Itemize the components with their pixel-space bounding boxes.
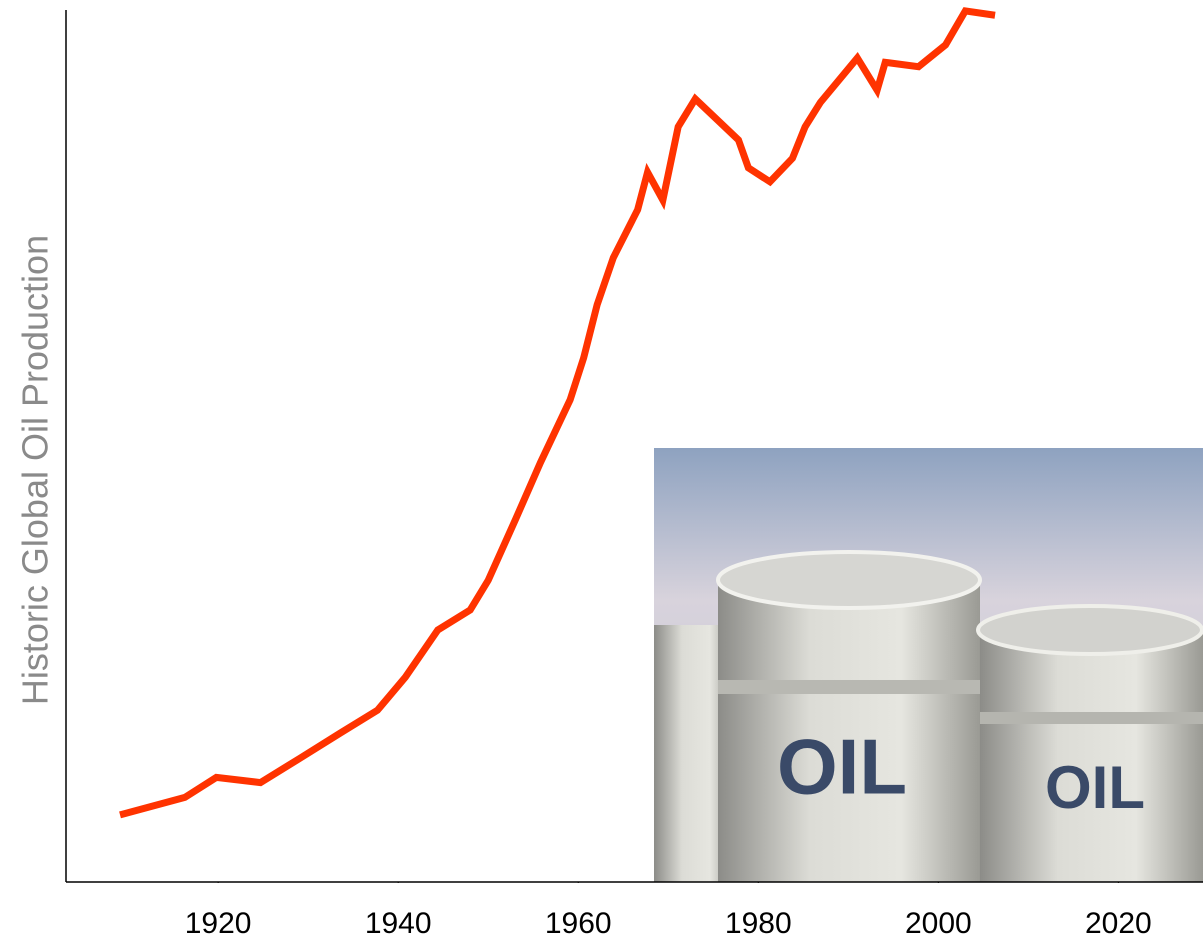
y-axis-label: Historic Global Oil Production (15, 235, 56, 705)
x-tick-label: 1920 (185, 907, 252, 940)
image-text: OIL (1045, 754, 1145, 821)
image-text: OIL (777, 723, 907, 811)
x-tick-label: 1940 (365, 907, 432, 940)
x-tick-label: 1980 (725, 907, 792, 940)
data-line (119, 7, 996, 819)
inset-photo: OIL OIL (654, 448, 1203, 882)
x-tick-label: 1960 (545, 907, 612, 940)
x-tick-label: 2000 (905, 907, 972, 940)
x-tick-label: 2020 (1085, 907, 1152, 940)
